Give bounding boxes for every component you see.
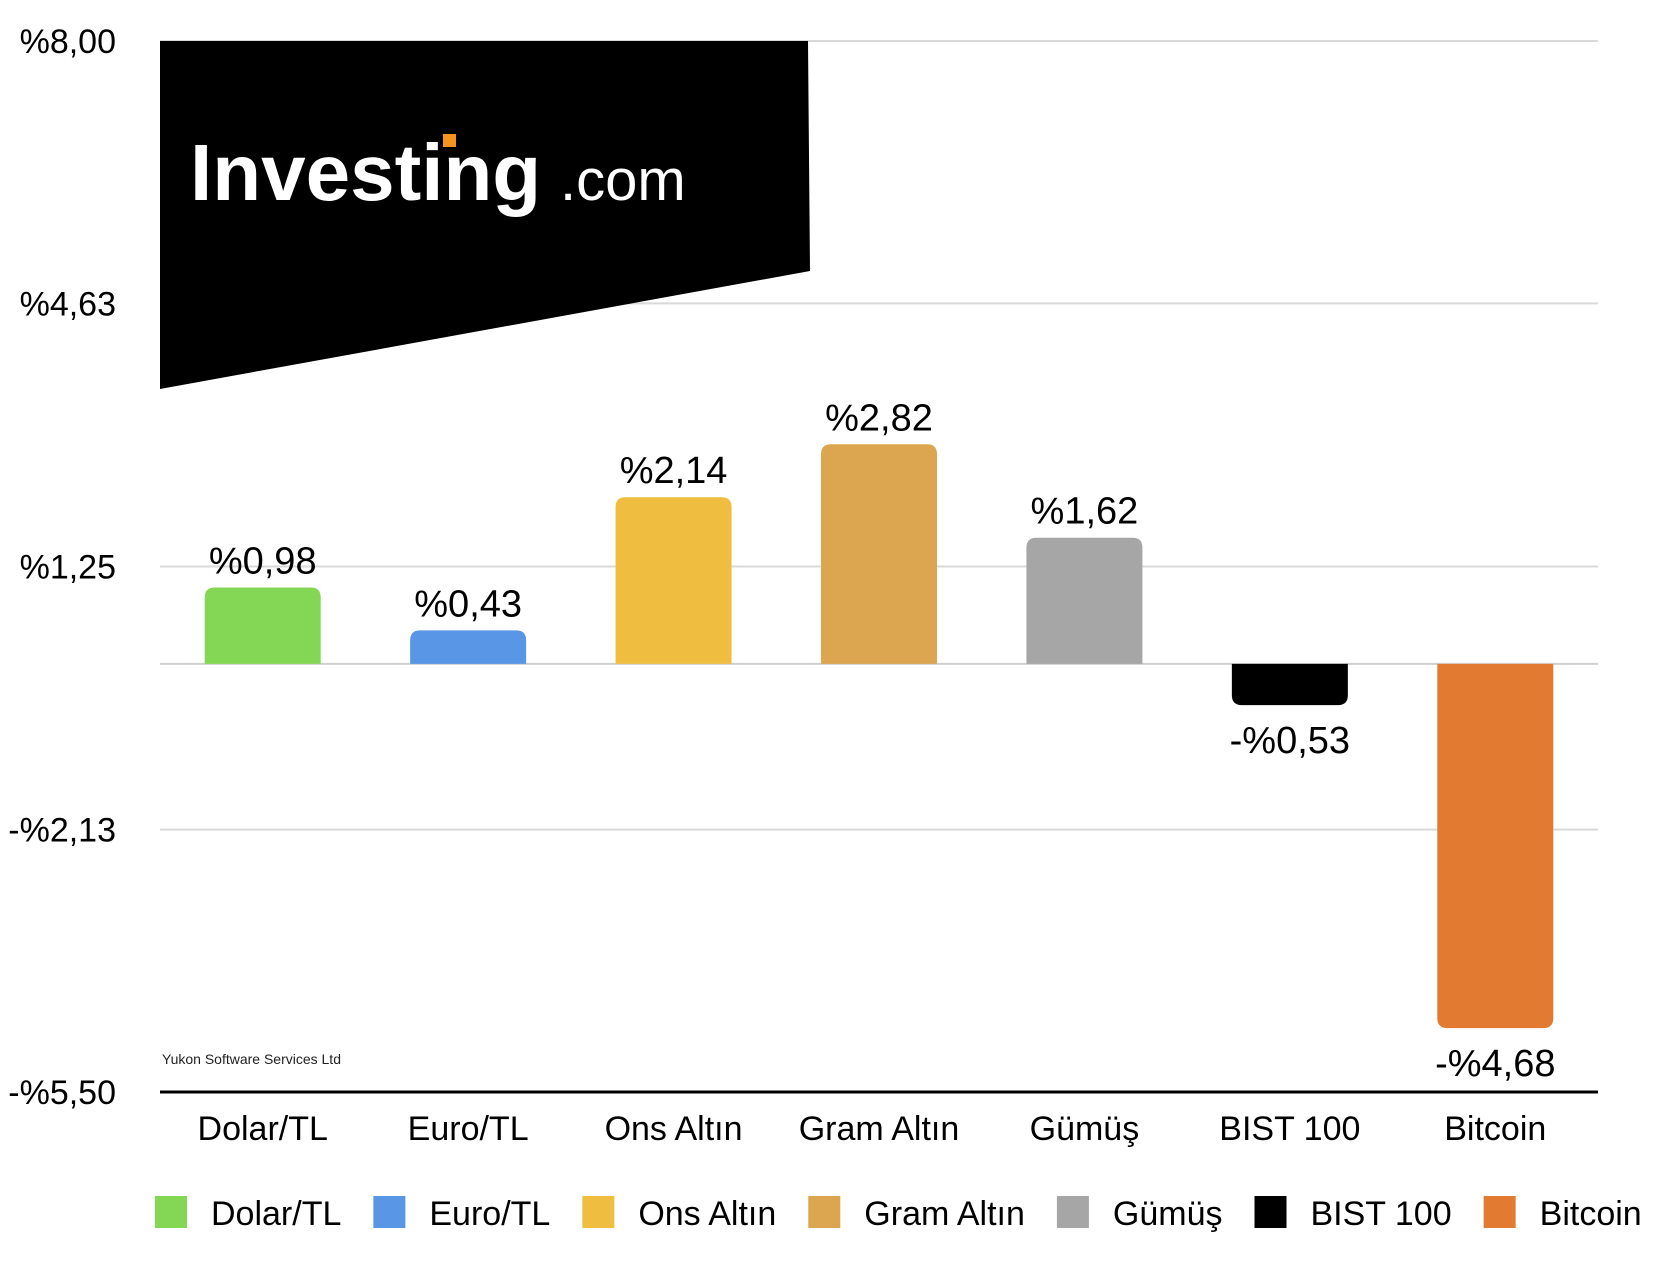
y-tick-label: %1,25	[20, 549, 116, 587]
x-tick-label: Gram Altın	[799, 1110, 960, 1148]
legend-swatch	[373, 1196, 406, 1228]
value-label: %1,62	[1031, 491, 1139, 533]
x-tick-label: BIST 100	[1219, 1110, 1360, 1148]
value-label: %0,98	[209, 541, 317, 583]
legend-swatch	[155, 1196, 187, 1228]
legend-label: Gram Altın	[864, 1195, 1025, 1233]
x-tick-label: Bitcoin	[1444, 1110, 1546, 1148]
x-tick-label: Ons Altın	[605, 1110, 743, 1148]
bars	[204, 444, 1554, 1029]
watermark-text: Yukon Software Services Ltd	[162, 1051, 341, 1067]
legend-swatch	[1254, 1196, 1287, 1228]
value-label: -%0,53	[1230, 720, 1350, 762]
legend-swatch	[808, 1196, 841, 1228]
y-tick-label: -%5,50	[8, 1074, 116, 1112]
value-label: -%4,68	[1435, 1043, 1555, 1085]
logo-brand-text: Investing	[190, 128, 541, 217]
bar	[1231, 663, 1348, 706]
logo-suffix-text: .com	[560, 148, 686, 213]
y-tick-label: -%2,13	[8, 812, 116, 850]
bar	[410, 630, 527, 664]
legend: Dolar/TL Euro/TL Ons Altın Gram Altın Gümüş B…	[155, 1195, 1642, 1233]
y-tick-label: %4,63	[20, 285, 116, 323]
legend-label: Ons Altın	[638, 1195, 776, 1233]
legend-label: Dolar/TL	[211, 1195, 341, 1233]
x-axis-labels: Dolar/TL Euro/TL Ons Altın Gram Altın Gümüş B…	[198, 1110, 1547, 1148]
legend-label: Gümüş	[1113, 1195, 1223, 1233]
bar	[615, 497, 732, 664]
bar	[1026, 537, 1143, 664]
bar	[204, 587, 321, 664]
bar	[821, 444, 937, 664]
legend-label: BIST 100	[1311, 1195, 1452, 1233]
value-labels: %0,98 %0,43 %2,14 %2,82 %1,62 -%0,53 -%4,68	[209, 397, 1556, 1085]
legend-swatch	[582, 1196, 615, 1228]
investing-logo: Investing .com	[160, 41, 810, 389]
y-axis-ticks: %8,00 %4,63 %1,25 -%2,13 -%5,50	[8, 23, 116, 1112]
legend-label: Bitcoin	[1540, 1195, 1642, 1233]
legend-label: Euro/TL	[429, 1195, 550, 1233]
value-label: %0,43	[414, 583, 522, 625]
x-tick-label: Dolar/TL	[198, 1110, 328, 1148]
legend-swatch	[1483, 1196, 1516, 1228]
x-tick-label: Euro/TL	[408, 1110, 529, 1148]
bar	[1437, 663, 1554, 1029]
value-label: %2,82	[825, 397, 933, 439]
value-label: %2,14	[620, 450, 728, 492]
legend-swatch	[1056, 1196, 1089, 1228]
x-tick-label: Gümüş	[1030, 1110, 1140, 1148]
logo-banner	[160, 41, 810, 389]
logo-accent-mark	[443, 134, 456, 147]
y-tick-label: %8,00	[20, 23, 116, 61]
